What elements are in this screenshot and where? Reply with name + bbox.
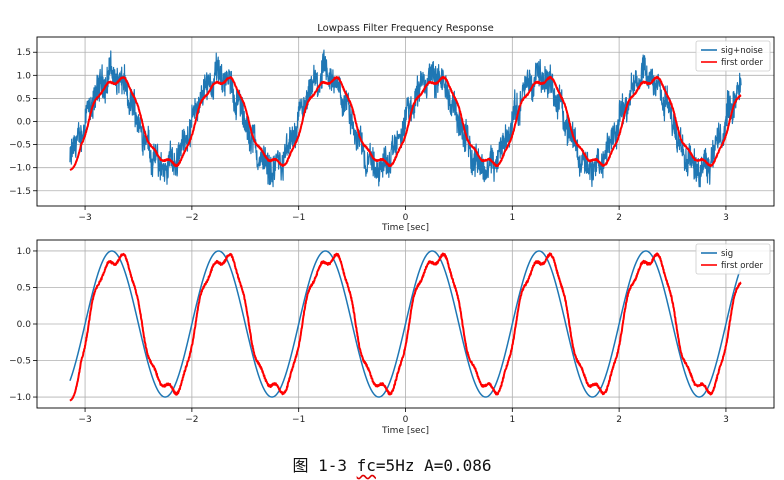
y-tick-label: −1.0 (9, 393, 31, 403)
x-tick-label: 2 (616, 415, 622, 425)
y-tick-label: 1.0 (17, 247, 32, 257)
y-tick-label: −1.5 (9, 187, 31, 197)
x-tick-label: −3 (78, 415, 91, 425)
y-tick-label: 0.5 (17, 283, 31, 293)
legend: sig first order (696, 244, 770, 274)
legend-label: sig (721, 249, 733, 259)
x-tick-label: 1 (509, 213, 515, 223)
x-tick-label: −2 (185, 213, 198, 223)
y-tick-label: 0.0 (17, 320, 32, 330)
caption-prefix: 图 1-3 (292, 456, 356, 475)
legend-label: first order (721, 58, 763, 68)
chart-panel-2: −3 −2 −1 0 1 2 3 −1.0 −0.5 0.0 0.5 1.0 Time [sec] sig… (9, 240, 774, 436)
y-tick-label: −0.5 (9, 357, 31, 367)
y-tick-label: −0.5 (9, 141, 31, 151)
chart-panel-1: −3 −2 −1 0 1 2 3 −1.5 −1.0 −0.5 0.0 0.5 1.0 1.5 Lowpas… (9, 23, 774, 233)
x-tick-label: −2 (185, 415, 198, 425)
y-tick-label: 0.0 (17, 118, 32, 128)
legend: sig+noise first order (696, 41, 770, 71)
y-tick-label: 1.5 (17, 48, 31, 58)
x-tick-label: 0 (403, 415, 409, 425)
caption-fc: fc (357, 456, 376, 475)
x-axis-label: Time [sec] (381, 426, 429, 436)
x-tick-label: 2 (616, 213, 622, 223)
x-tick-label: −1 (292, 213, 305, 223)
legend-label: first order (721, 261, 763, 271)
caption-rest: =5Hz A=0.086 (376, 456, 492, 475)
x-axis-label: Time [sec] (381, 223, 429, 233)
x-tick-label: 3 (723, 415, 729, 425)
x-tick-label: −1 (292, 415, 305, 425)
x-tick-label: 0 (403, 213, 409, 223)
y-tick-label: −1.0 (9, 164, 31, 174)
figure: −3 −2 −1 0 1 2 3 −1.5 −1.0 −0.5 0.0 0.5 1.0 1.5 Lowpas… (0, 0, 784, 452)
y-tick-label: 1.0 (17, 71, 32, 81)
x-tick-label: 1 (509, 415, 515, 425)
y-tick-label: 0.5 (17, 94, 31, 104)
legend-label: sig+noise (721, 46, 763, 56)
figure-caption: 图 1-3 fc=5Hz A=0.086 (0, 452, 784, 476)
x-tick-label: 3 (723, 213, 729, 223)
x-tick-label: −3 (78, 213, 91, 223)
chart-title: Lowpass Filter Frequency Response (317, 23, 494, 34)
